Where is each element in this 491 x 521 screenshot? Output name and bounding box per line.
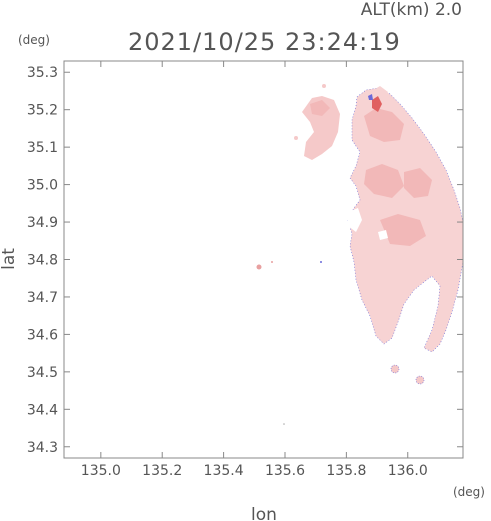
strong-echo-cell <box>372 96 382 112</box>
echo-northwest-region <box>302 96 340 160</box>
y-tick-label: 35.3 <box>27 65 58 81</box>
altitude-label: ALT(km) 2.0 <box>361 0 462 20</box>
y-tick-label: 34.4 <box>27 402 58 418</box>
echo-speck <box>283 423 285 425</box>
x-tick-label: 135.4 <box>204 463 244 479</box>
echo-speck <box>320 261 322 263</box>
echo-speck <box>271 261 273 263</box>
y-tick-label: 34.8 <box>27 253 58 269</box>
y-tick-label: 34.9 <box>27 215 58 231</box>
y-tick-label: 35.2 <box>27 103 58 119</box>
y-tick-label: 34.7 <box>27 290 58 306</box>
echo-speck <box>256 264 262 270</box>
y-tick-label: 35.1 <box>27 140 58 156</box>
y-unit-label: (deg) <box>18 33 50 47</box>
echo-speck <box>390 364 400 374</box>
echo-speck <box>322 84 326 88</box>
x-tick-label: 135.2 <box>142 463 182 479</box>
y-axis-label: lat <box>0 248 19 270</box>
y-tick-label: 35.0 <box>27 178 58 194</box>
y-tick-label: 34.5 <box>27 365 58 381</box>
echo-speck <box>294 136 298 140</box>
echo-dense-cells <box>310 100 432 246</box>
echo-speck <box>415 375 425 385</box>
x-ticks: 135.0 135.2 135.4 135.6 135.8 136.0 <box>81 61 428 479</box>
x-tick-label: 136.0 <box>388 463 428 479</box>
x-tick-label: 135.0 <box>81 463 121 479</box>
radar-echo-layer <box>256 84 464 425</box>
timestamp: 2021/10/25 23:24:19 <box>128 28 401 56</box>
strong-echo-edge <box>368 94 373 100</box>
y-ticks: 34.3 34.4 34.5 34.6 34.7 34.8 34.9 35.0 35.1 35.2… <box>27 65 463 456</box>
y-tick-label: 34.6 <box>27 327 58 343</box>
x-axis-label: lon <box>251 505 277 521</box>
x-tick-label: 135.6 <box>265 463 305 479</box>
echo-gaps <box>348 208 388 240</box>
echo-top-cap <box>370 86 388 98</box>
x-tick-label: 135.8 <box>326 463 366 479</box>
x-unit-label: (deg) <box>453 485 485 499</box>
y-tick-label: 34.3 <box>27 440 58 456</box>
